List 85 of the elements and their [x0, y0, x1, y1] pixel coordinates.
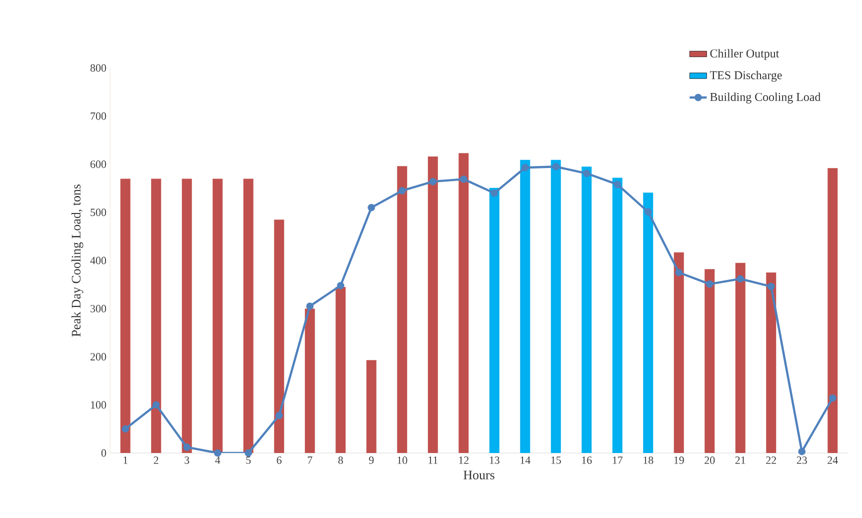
- x-tick-label: 24: [828, 456, 838, 464]
- bar: [151, 178, 162, 453]
- point: [490, 189, 498, 197]
- bar: [428, 156, 438, 453]
- point: [183, 444, 191, 451]
- bar: [243, 178, 254, 453]
- x-tick-label: 21: [735, 456, 746, 464]
- x-tick-label: 13: [490, 456, 500, 464]
- bar: [828, 168, 838, 453]
- point: [706, 280, 714, 288]
- x-tick-label: 3: [184, 456, 190, 464]
- point: [336, 282, 344, 290]
- bar: [212, 178, 223, 453]
- x-tick-label: 11: [428, 456, 438, 464]
- y-tick-label: 500: [90, 208, 106, 216]
- bar: [704, 269, 715, 453]
- x-tick-label: 10: [398, 456, 408, 464]
- point: [152, 401, 160, 409]
- x-tick-label: 19: [674, 456, 684, 464]
- x-tick-label: 14: [520, 456, 530, 464]
- bar: [336, 286, 346, 453]
- x-tick-label: 22: [766, 456, 776, 464]
- point: [552, 163, 560, 170]
- point: [306, 302, 314, 310]
- point: [398, 187, 406, 194]
- bar: [120, 178, 130, 453]
- legend-label: Chiller Output: [710, 49, 780, 60]
- bar: [366, 360, 376, 453]
- point: [644, 208, 652, 216]
- x-tick-label: 8: [338, 456, 343, 464]
- point: [614, 180, 622, 188]
- x-tick-label: 9: [368, 456, 374, 464]
- bar: [766, 272, 776, 453]
- point: [521, 164, 529, 172]
- x-tick-label: 20: [704, 456, 715, 464]
- bar: [582, 166, 592, 453]
- x-tick-label: 1: [124, 456, 128, 464]
- y-tick-label: 100: [91, 401, 106, 409]
- y-tick-label: 200: [90, 353, 106, 360]
- y-tick-label: 600: [90, 160, 106, 168]
- bar: [182, 178, 192, 453]
- x-tick-label: 6: [276, 456, 282, 464]
- bar: [643, 192, 654, 453]
- bar: [674, 252, 684, 453]
- point: [368, 204, 376, 212]
- bar: [612, 178, 622, 453]
- x-tick-label: 23: [796, 456, 807, 464]
- y-tick-label: 300: [90, 304, 106, 312]
- point: [736, 275, 744, 282]
- bar: [489, 188, 500, 453]
- bar: [735, 262, 746, 453]
- y-tick-label: 800: [90, 64, 106, 72]
- x-tick-label: 16: [582, 456, 592, 464]
- x-tick-label: 7: [308, 456, 312, 464]
- point: [122, 425, 130, 433]
- point: [244, 449, 252, 457]
- x-tick-label: 12: [459, 456, 468, 464]
- y-tick-label: 700: [90, 112, 106, 120]
- point: [460, 176, 468, 183]
- y-axis-title: Peak Day Cooling Load, tons: [71, 184, 84, 337]
- x-tick-label: 5: [246, 456, 251, 464]
- point: [828, 394, 836, 402]
- bar: [304, 308, 315, 453]
- point: [429, 178, 437, 186]
- x-tick-label: 15: [551, 456, 561, 464]
- point: [798, 448, 806, 456]
- bar: [458, 153, 469, 453]
- point: [582, 170, 590, 178]
- legend-label: TES Discharge: [710, 70, 782, 82]
- point: [275, 412, 283, 420]
- bar: [520, 160, 530, 453]
- point: [675, 268, 683, 276]
- x-tick-label: 4: [215, 456, 220, 464]
- x-axis-title: Hours: [464, 470, 494, 480]
- x-tick-label: 18: [644, 456, 654, 464]
- point: [767, 282, 775, 290]
- x-tick-label: 2: [154, 456, 158, 464]
- point: [214, 449, 222, 457]
- y-tick-label: 400: [90, 256, 106, 264]
- x-tick-label: 17: [612, 456, 623, 464]
- bar: [397, 166, 408, 453]
- legend-label: Building Cooling Load: [710, 92, 821, 104]
- y-tick-label: 0: [101, 449, 106, 457]
- bar: [274, 220, 284, 453]
- bar: [550, 160, 561, 453]
